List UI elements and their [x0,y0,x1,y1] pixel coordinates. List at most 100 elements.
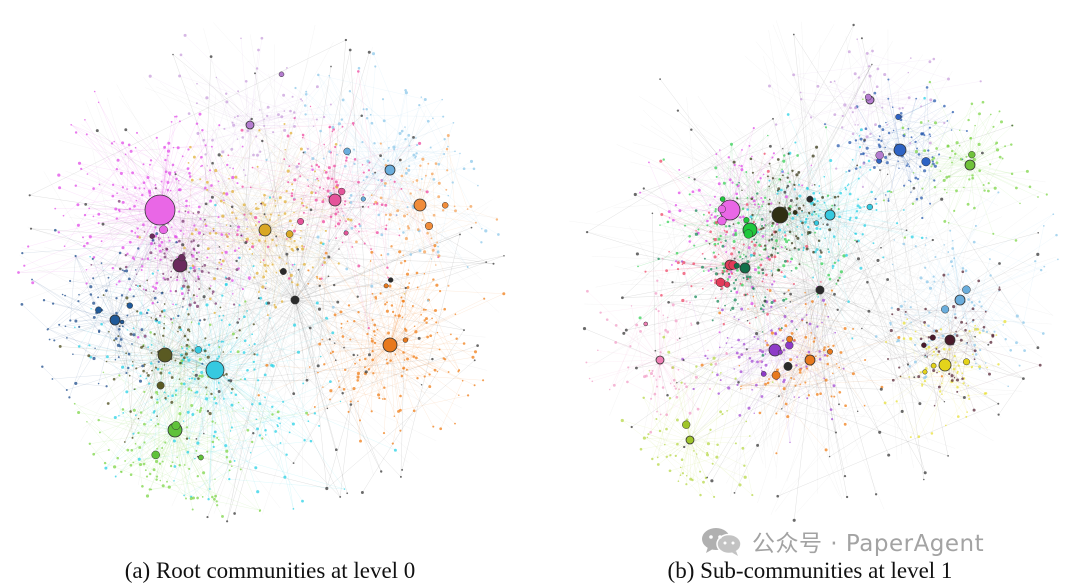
graph-edge [809,301,813,361]
graph-edge [781,188,915,409]
graph-node [248,344,251,346]
graph-node [348,90,352,93]
graph-edge [79,319,116,328]
graph-edge [241,207,344,266]
graph-edge [85,204,296,301]
graph-edge [63,137,157,216]
graph-edge [239,273,384,281]
graph-edge [276,272,298,285]
graph-edge [124,279,312,364]
graph-node [317,180,320,182]
graph-edge [364,174,482,280]
graph-edge [237,118,252,323]
graph-node [357,400,359,402]
graph-edge [118,315,128,346]
graph-edge [317,130,403,238]
graph-edge [378,180,414,208]
graph-node [285,453,288,456]
graph-edge [140,203,327,337]
graph-node [115,217,118,220]
graph-node [119,171,123,175]
graph-edge [114,441,213,468]
graph-edge [226,307,377,337]
graph-node [284,148,286,151]
graph-node [337,122,341,126]
graph-node [132,333,136,337]
graph-edge [389,146,449,171]
graph-edge [343,160,389,216]
graph-node [134,231,137,234]
graph-edge [190,146,266,231]
graph-edge [744,261,786,269]
graph-edge [819,289,926,473]
graph-edge [793,58,934,75]
graph-node [176,276,179,278]
graph-edge [294,199,336,201]
graph-node [331,331,335,335]
graph-edge [210,229,266,300]
graph-node [304,92,308,96]
graph-edge [249,110,291,126]
graph-edge [24,209,161,266]
graph-edge [287,194,304,259]
graph-edge [744,267,764,312]
graph-node [383,184,387,187]
graph-node [171,163,175,167]
graph-edge [71,124,151,196]
graph-edge [174,429,216,497]
graph-edge [174,376,203,431]
graph-edge [236,260,296,301]
graph-edge [769,204,815,241]
graph-node [279,442,282,444]
graph-node [393,180,396,183]
secondary-hub-node [198,454,204,461]
graph-edge [207,376,209,452]
graph-node [301,244,304,248]
graph-edge [643,188,821,291]
graph-node [221,150,225,154]
graph-node [145,311,149,315]
graph-edge [940,170,950,177]
graph-edge [249,96,293,126]
graph-edge [264,229,277,273]
graph-edge [734,270,745,289]
graph-edge [615,342,631,347]
graph-node [220,263,223,266]
graph-edge [899,149,963,160]
graph-edge [18,269,142,273]
graph-node [83,244,86,248]
graph-node [314,191,317,195]
graph-edge [103,329,175,377]
graph-node [265,216,267,218]
graph-edge [174,429,260,512]
graph-node [155,136,158,139]
graph-edge [136,132,170,174]
graph-edge [659,331,668,361]
graph-edge [378,161,472,216]
graph-node [213,430,217,434]
graph-node [343,488,346,490]
graph-edge [659,359,711,390]
graph-node [190,377,194,380]
graph-node [159,479,162,482]
graph-edge [154,369,216,412]
graph-node [216,436,219,439]
graph-edge [341,194,426,362]
graph-node [209,55,213,58]
graph-node [251,242,254,245]
graph-edge [197,245,290,248]
graph-edge [205,203,320,286]
graph-node [139,411,143,414]
graph-edge [98,181,144,210]
graph-edge [969,121,1002,166]
graph-node [302,211,305,214]
graph-node [412,355,416,358]
graph-node [447,194,450,197]
graph-edge [324,144,336,201]
graph-edge [98,419,176,431]
graph-edge [216,501,261,511]
graph-edge [114,248,139,321]
graph-edge [609,293,657,390]
graph-node [343,346,345,349]
graph-edge [397,181,414,211]
